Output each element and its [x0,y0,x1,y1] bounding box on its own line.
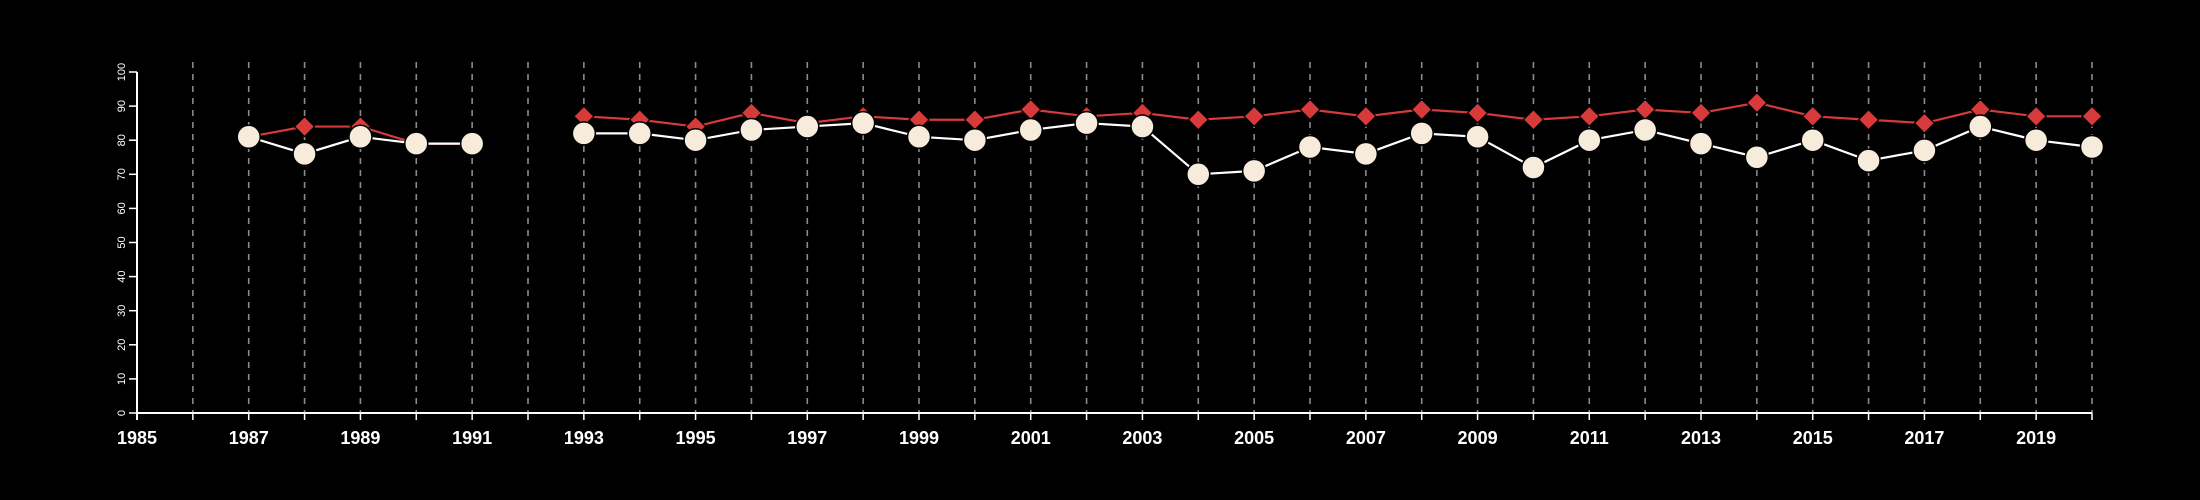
series-2-point-2019 [2023,127,2049,153]
series-1-point-2001 [1019,98,1042,121]
series-1-point-2009 [1466,102,1489,124]
series-2-point-2007 [1353,141,1379,167]
series-1-point-2010 [1522,108,1545,131]
series-2-line-2 [583,122,2093,176]
series-2-point-2008 [1409,121,1434,146]
series-1-point-2008 [1410,98,1433,121]
x-tick-label-1997: 1997 [787,428,827,448]
x-tick-label-2015: 2015 [1793,428,1833,448]
x-tick-label-1993: 1993 [564,428,604,448]
series-2-point-1999 [906,124,932,150]
x-axis-ticks: 1985 1987 1989 1991 1993 1995 1997 1999 2001 2003… [117,413,2093,448]
x-tick-label-2003: 2003 [1122,428,1162,448]
series-2-point-2004 [1186,162,1211,187]
y-tick-label-40: 40 [116,270,128,282]
y-tick-label-10: 10 [116,373,128,385]
x-tick-label-2013: 2013 [1681,428,1721,448]
series-1-point-2004 [1187,108,1210,131]
y-tick-label-90: 90 [116,100,128,112]
series-2-point-1990 [404,131,429,156]
series-2-point-2002 [1074,110,1099,136]
x-tick-label-2001: 2001 [1011,428,1051,448]
series-1-point-1988 [293,115,316,138]
series-2-point-1997 [795,114,820,139]
series-2-point-2000 [962,127,988,153]
series-1 [237,91,2103,155]
y-tick-label-30: 30 [116,305,128,317]
series-2-point-2006 [1297,134,1323,160]
y-tick-label-70: 70 [116,168,128,180]
series-2-point-1991 [459,131,485,156]
series-2-point-2009 [1465,124,1490,150]
series-1-point-2005 [1243,105,1265,128]
series-1-point-2019 [2025,105,2047,128]
series-2-point-1995 [683,127,708,153]
y-tick-label-50: 50 [116,236,128,248]
series-1-point-2011 [1578,105,1601,128]
series-1-point-2006 [1299,98,1321,121]
series-1-point-2007 [1355,105,1377,128]
series-1-point-2020 [2081,105,2103,128]
series-2-point-1993 [571,121,597,146]
series-1-line-2 [583,101,2092,128]
series-1-point-2012 [1634,98,1656,121]
y-tick-label-60: 60 [116,202,128,214]
series-2-point-1987 [236,124,261,150]
y-tick-label-0: 0 [116,410,128,416]
series-2-point-1988 [292,141,317,167]
x-tick-label-1999: 1999 [899,428,939,448]
series-2-point-1998 [850,110,876,136]
x-tick-label-2019: 2019 [2016,428,2056,448]
x-tick-label-1985: 1985 [117,428,157,448]
y-tick-label-100: 100 [116,63,128,81]
x-tick-label-1995: 1995 [676,428,716,448]
series-2-point-2012 [1632,117,1658,143]
series-2-point-2013 [1688,131,1714,156]
series-2-point-2020 [2079,134,2105,160]
series-2-point-2010 [1521,155,1546,180]
series-1-point-2015 [1801,105,1824,128]
series-2-point-2001 [1018,117,1043,143]
x-tick-label-2009: 2009 [1458,428,1498,448]
series-2-point-1989 [348,124,373,150]
axes [136,72,2092,420]
series-2-point-2003 [1130,114,1155,139]
series-1-point-2013 [1690,102,1712,124]
series-1-point-2017 [1913,112,1936,134]
series-2-point-2015 [1800,127,1825,153]
series-2-point-2017 [1912,138,1937,163]
series-layer [236,91,2105,187]
series-2-point-1996 [739,117,764,143]
y-tick-label-80: 80 [116,134,128,146]
vertical-gridlines [192,62,2093,413]
x-tick-label-2017: 2017 [1904,428,1944,448]
x-tick-label-1987: 1987 [229,428,269,448]
x-tick-label-1989: 1989 [340,428,380,448]
x-tick-label-2007: 2007 [1346,428,1386,448]
series-2-point-2018 [1968,114,1993,139]
series-1-point-2016 [1857,108,1880,131]
series-2-point-2014 [1744,145,1770,170]
series-1-point-2000 [964,108,986,131]
series-2-point-2016 [1856,148,1881,173]
series-2 [236,110,2105,187]
series-2-point-2005 [1241,158,1267,184]
series-1-point-2014 [1746,91,1768,114]
x-tick-label-2011: 2011 [1570,428,1609,448]
x-tick-label-1991: 1991 [452,428,492,448]
y-tick-label-20: 20 [116,339,128,351]
series-2-point-1994 [627,121,652,146]
x-tick-label-2005: 2005 [1234,428,1274,448]
series-2-point-2011 [1577,127,1602,153]
y-axis-ticks: 0 10 20 30 40 50 60 70 80 90 100 [116,63,137,416]
